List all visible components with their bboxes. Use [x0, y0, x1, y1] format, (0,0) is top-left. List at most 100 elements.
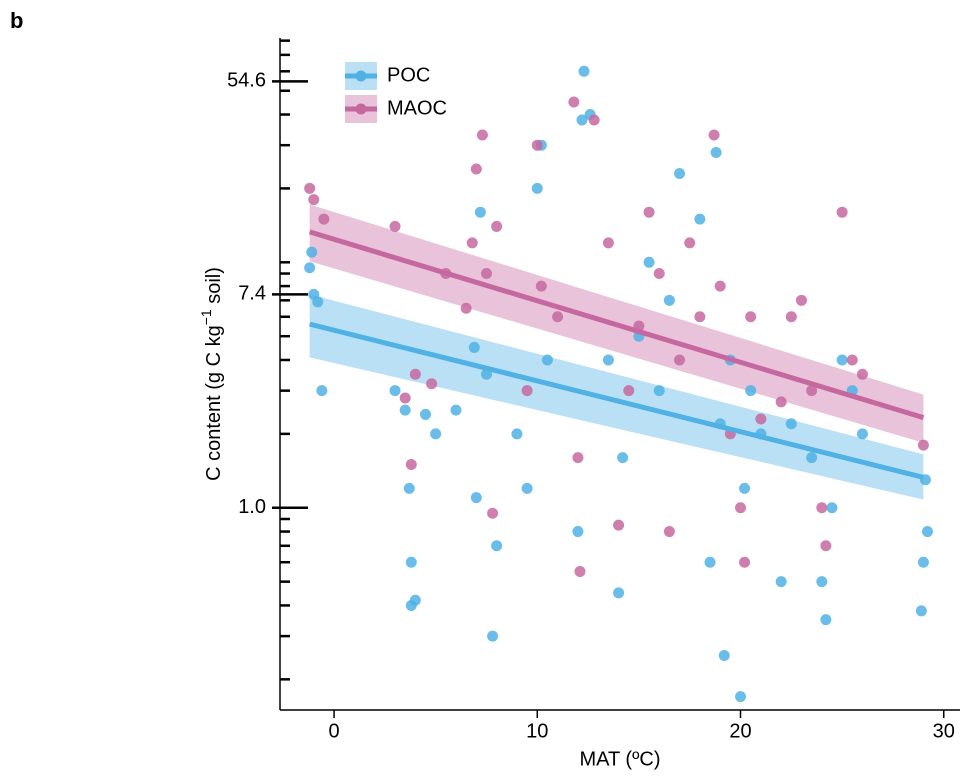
point [856, 368, 868, 380]
point [846, 354, 858, 366]
x-tick-label: 20 [729, 720, 751, 742]
point [775, 576, 787, 588]
point [574, 565, 586, 577]
point [856, 428, 868, 440]
y-tick-label: 7.4 [238, 283, 266, 305]
x-axis-label: MAT (ºC) [580, 748, 661, 770]
legend-point [355, 70, 367, 82]
point [531, 139, 543, 151]
point [470, 163, 482, 175]
point [409, 368, 421, 380]
x-tick-label: 10 [526, 720, 548, 742]
point [613, 587, 625, 599]
point [816, 502, 828, 514]
x-tick-label: 0 [328, 720, 339, 742]
point [917, 556, 929, 568]
point [521, 482, 533, 494]
point [820, 540, 832, 552]
point [653, 385, 665, 397]
point [735, 502, 747, 514]
point [745, 385, 757, 397]
point [480, 268, 492, 280]
point [389, 385, 401, 397]
point [476, 129, 488, 141]
point [474, 206, 486, 218]
point [426, 378, 438, 390]
y-label-part: C content (g C kg [203, 325, 225, 481]
point [552, 311, 564, 323]
point [572, 526, 584, 538]
point [576, 114, 588, 126]
point [836, 354, 848, 366]
point [588, 114, 600, 126]
point [663, 526, 675, 538]
point [745, 311, 757, 323]
legend-label: MAOC [387, 97, 447, 119]
y-axis-label: C content (g C kg−1 soil) [198, 267, 226, 481]
point [643, 256, 655, 268]
point [405, 459, 417, 471]
point [653, 268, 665, 280]
point [468, 341, 480, 353]
point [915, 605, 927, 617]
point [795, 294, 807, 306]
point [816, 576, 828, 588]
point [806, 385, 818, 397]
point [710, 147, 722, 159]
point [399, 404, 411, 416]
point [718, 650, 730, 662]
point [409, 594, 421, 606]
point [602, 237, 614, 249]
legend-label: POC [387, 64, 430, 86]
point [917, 439, 929, 451]
y-label-part: soil) [203, 267, 225, 309]
point [578, 65, 590, 77]
point [714, 280, 726, 292]
point [735, 691, 747, 703]
point [643, 206, 655, 218]
point [318, 213, 330, 225]
point [470, 492, 482, 504]
point [704, 556, 716, 568]
point [617, 452, 629, 464]
legend-point [355, 103, 367, 115]
point [466, 237, 478, 249]
point [602, 354, 614, 366]
point [308, 194, 320, 206]
point [739, 556, 751, 568]
point [826, 502, 838, 514]
point [684, 237, 696, 249]
point [487, 507, 499, 519]
point [306, 246, 318, 258]
point [921, 526, 933, 538]
point [674, 354, 686, 366]
point [694, 311, 706, 323]
point [491, 540, 503, 552]
point [399, 392, 411, 404]
confidence-band [309, 294, 924, 500]
point [450, 404, 462, 416]
point [755, 413, 767, 425]
point [460, 302, 472, 314]
fit-line [309, 321, 925, 480]
fit-line [308, 229, 925, 420]
point [541, 354, 553, 366]
point [785, 418, 797, 430]
x-tick-label: 30 [933, 720, 955, 742]
point [491, 220, 503, 232]
point [785, 311, 797, 323]
panel-label: b [10, 8, 23, 33]
point [836, 206, 848, 218]
point [521, 385, 533, 397]
point [312, 296, 324, 308]
point [430, 428, 442, 440]
point [403, 482, 415, 494]
point [389, 220, 401, 232]
point [663, 294, 675, 306]
point [775, 396, 787, 408]
point [674, 168, 686, 180]
y-tick-label: 54.6 [227, 70, 266, 92]
point [316, 385, 328, 397]
point [420, 408, 432, 420]
